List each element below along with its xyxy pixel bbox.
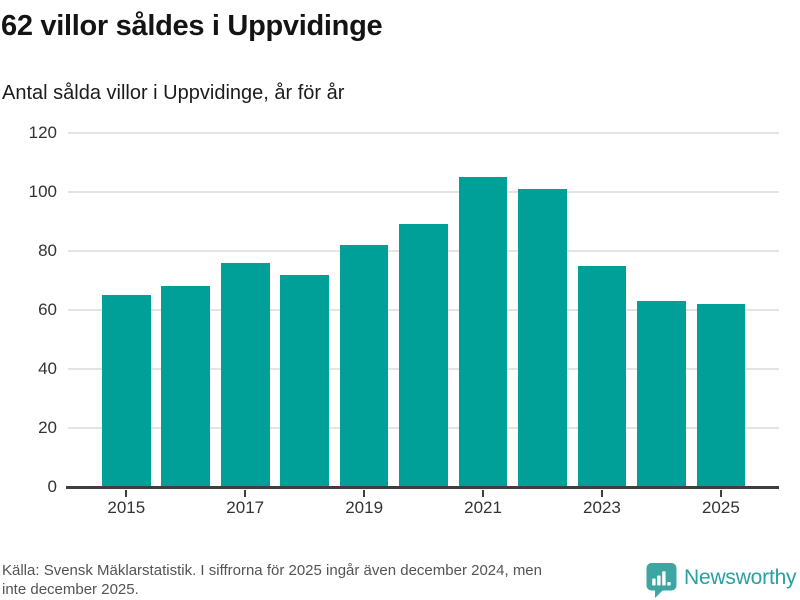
bar-2024 bbox=[637, 301, 686, 487]
x-tick-label-2017: 2017 bbox=[226, 498, 265, 517]
bar-2019 bbox=[339, 245, 389, 487]
bar-2025 bbox=[696, 304, 746, 487]
x-tick-2019 bbox=[363, 489, 366, 497]
x-tick-label-2015: 2015 bbox=[107, 498, 146, 517]
source-note-line-2: inte december 2025. bbox=[2, 581, 139, 598]
x-tick-2025 bbox=[719, 489, 722, 497]
x-tick-label-2021: 2021 bbox=[464, 498, 502, 517]
y-tick-label-120: 120 bbox=[28, 123, 57, 142]
bar-2023 bbox=[577, 265, 627, 487]
y-tick-label-0: 0 bbox=[47, 477, 57, 496]
y-tick-label-60: 60 bbox=[38, 300, 57, 319]
x-tick-label-2023: 2023 bbox=[583, 498, 621, 517]
y-tick-label-40: 40 bbox=[38, 359, 57, 378]
gridline-y-120 bbox=[68, 132, 779, 134]
bar-2016 bbox=[161, 286, 211, 487]
x-tick-2017 bbox=[244, 489, 247, 497]
source-note-line-1: Källa: Svensk Mäklarstatistik. I siffror… bbox=[2, 562, 542, 579]
bar-2022 bbox=[518, 189, 567, 487]
x-axis-line bbox=[66, 485, 779, 489]
y-tick-label-20: 20 bbox=[38, 418, 57, 437]
bar-2018 bbox=[280, 274, 329, 487]
gridline-y-100 bbox=[68, 191, 779, 193]
chart-subtitle: Antal sålda villor i Uppvidinge, år för … bbox=[2, 82, 345, 104]
bar-chart-speech-bubble-icon bbox=[646, 563, 677, 598]
source-note: Källa: Svensk Mäklarstatistik. I siffror… bbox=[2, 561, 650, 599]
y-tick-label-80: 80 bbox=[38, 241, 57, 260]
x-tick-2021 bbox=[482, 489, 485, 497]
x-tick-2015 bbox=[125, 489, 128, 497]
y-tick-label-100: 100 bbox=[28, 182, 57, 201]
bar-2021 bbox=[458, 177, 508, 487]
x-tick-label-2019: 2019 bbox=[345, 498, 384, 517]
bar-2015 bbox=[102, 295, 151, 487]
bar-2017 bbox=[220, 262, 270, 487]
x-tick-2023 bbox=[600, 489, 603, 497]
x-tick-label-2025: 2025 bbox=[701, 498, 740, 517]
bar-2020 bbox=[399, 224, 448, 487]
newsworthy-brand-name: Newsworthy bbox=[684, 566, 797, 589]
newsworthy-logo: Newsworthy bbox=[646, 563, 797, 598]
chart-title: 62 villor såldes i Uppvidinge bbox=[1, 10, 383, 42]
